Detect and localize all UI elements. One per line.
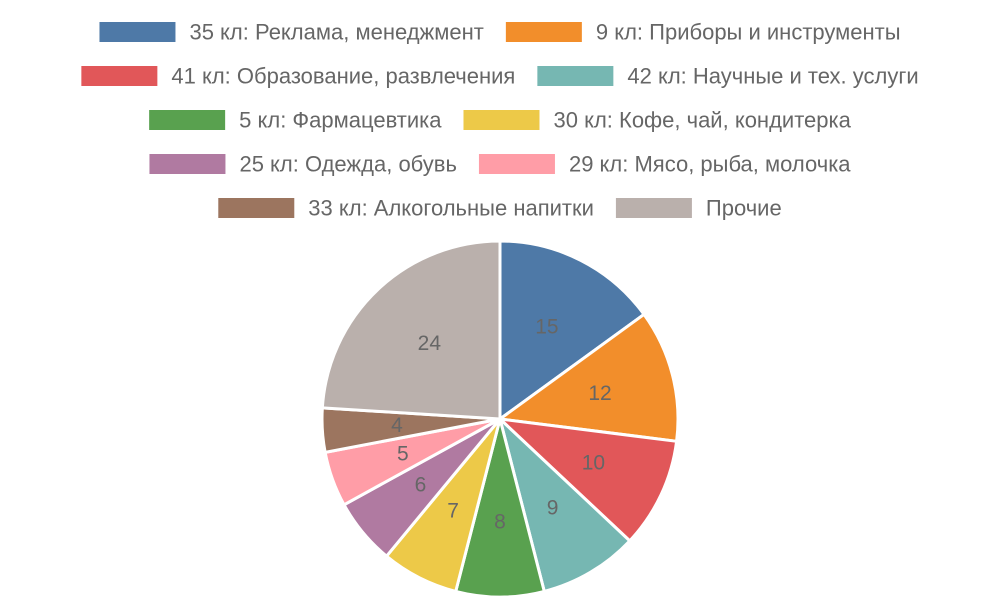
legend-label: 29 кл: Мясо, рыба, молочка: [569, 152, 851, 177]
legend-row: 33 кл: Алкогольные напитки Прочие: [218, 196, 782, 221]
legend-swatch: [615, 198, 692, 218]
legend-label: 35 кл: Реклама, менеджмент: [189, 20, 483, 45]
chart-legend: 35 кл: Реклама, менеджмент 9 кл: Приборы …: [81, 20, 919, 221]
legend-item: 30 кл: Кофе, чай, кондитерка: [463, 108, 852, 133]
legend-item: 25 кл: Одежда, обувь: [149, 152, 457, 177]
legend-swatch: [218, 198, 295, 218]
legend-row: 5 кл: Фармацевтика 30 кл: Кофе, чай, конд…: [149, 108, 852, 133]
legend-swatch: [149, 154, 226, 174]
legend-label: 25 кл: Одежда, обувь: [239, 152, 457, 177]
legend-label: 30 кл: Кофе, чай, кондитерка: [553, 108, 851, 133]
pie-slice-value: 24: [418, 332, 442, 355]
legend-label: 9 кл: Приборы и инструменты: [596, 20, 901, 45]
legend-label: Прочие: [706, 196, 782, 221]
pie-slice-labels: 15 12 10 9 8 765 4 24: [391, 316, 612, 534]
legend-item: 5 кл: Фармацевтика: [149, 108, 442, 133]
pie-slice-value: 7: [447, 499, 459, 522]
pie-slice-value: 9: [547, 496, 559, 519]
pie-slice: [320, 239, 502, 421]
pie-slice-value: 4: [391, 414, 403, 437]
legend-item: 35 кл: Реклама, менеджмент: [99, 20, 484, 45]
pie-slice: [498, 239, 646, 421]
legend-swatch: [81, 66, 158, 86]
pie-slice: [498, 312, 680, 443]
pie-slice: [498, 417, 679, 543]
pie-slices: [320, 239, 680, 599]
legend-item: 41 кл: Образование, развлечения: [81, 64, 515, 89]
legend-swatch: [99, 22, 176, 42]
legend-row: 41 кл: Образование, развлечения 42 кл: На…: [81, 64, 919, 89]
legend-swatch: [537, 66, 614, 86]
legend-swatch: [505, 22, 582, 42]
legend-row: 35 кл: Реклама, менеджмент 9 кл: Приборы …: [99, 20, 901, 45]
legend-item: 33 кл: Алкогольные напитки: [218, 196, 594, 221]
legend-swatch: [463, 110, 540, 130]
pie-slice-value: 12: [588, 382, 611, 405]
pie-slice-value: 15: [535, 316, 558, 339]
pie-slice-value: 10: [582, 451, 605, 474]
legend-swatch: [478, 154, 555, 174]
pie-slice-value: 8: [494, 511, 506, 534]
legend-label: 33 кл: Алкогольные напитки: [308, 196, 594, 221]
legend-item: 29 кл: Мясо, рыба, молочка: [478, 152, 851, 177]
pie-slice-value: 6: [415, 473, 427, 496]
legend-row: 25 кл: Одежда, обувь 29 кл: Мясо, рыба, м…: [149, 152, 851, 177]
pie-slice: [454, 417, 546, 599]
legend-label: 5 кл: Фармацевтика: [239, 108, 442, 133]
legend-swatch: [149, 110, 226, 130]
pie-slice-value: 5: [397, 442, 409, 465]
legend-label: 41 кл: Образование, развлечения: [171, 64, 515, 89]
legend-label: 42 кл: Научные и тех. услуги: [627, 64, 918, 89]
legend-item: 9 кл: Приборы и инструменты: [505, 20, 901, 45]
pie-slice: [498, 417, 632, 593]
legend-item: 42 кл: Научные и тех. услуги: [537, 64, 919, 89]
legend-item: Прочие: [615, 196, 782, 221]
